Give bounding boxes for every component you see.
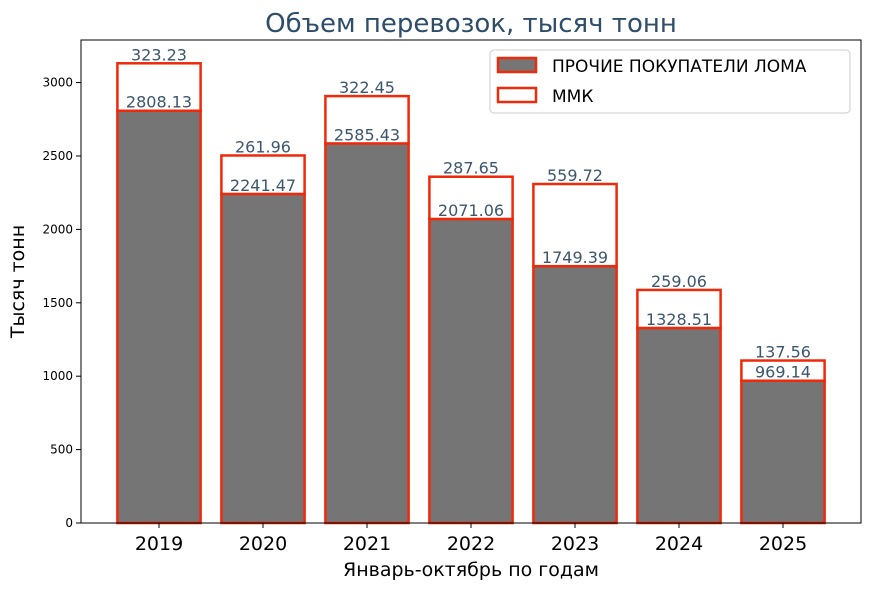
x-tick-label-2020: 2020 (239, 533, 287, 555)
bar-mmk-2023 (532, 182, 618, 268)
bar-mmk-2025 (740, 359, 826, 382)
legend: ПРОЧИЕ ПОКУПАТЕЛИ ЛОМА ММК (489, 49, 851, 114)
y-tick-label: 1500 (42, 296, 73, 310)
x-axis: 2019 2020 2021 2022 2023 2024 2025 (135, 523, 807, 555)
chart-title: Объем перевозок, тысяч тонн (265, 9, 677, 39)
x-tick-label-2021: 2021 (343, 533, 391, 555)
x-tick-label-2019: 2019 (135, 533, 183, 555)
bar-others-2023 (532, 264, 618, 525)
value-label-mmk-2023: 559.72 (547, 166, 603, 185)
value-label-others-2023: 1749.39 (542, 248, 608, 267)
x-tick-label-2022: 2022 (447, 533, 495, 555)
y-axis: 0 500 1000 1500 2000 2500 3000 (42, 76, 81, 530)
y-tick-label: 2000 (42, 222, 73, 236)
value-labels-group: 2808.13 323.23 2241.47 261.96 2585.43 322.45 2… (126, 45, 811, 381)
x-tick-label-2024: 2024 (655, 533, 703, 555)
value-label-mmk-2020: 261.96 (235, 137, 291, 156)
y-tick-label: 500 (50, 443, 73, 457)
bar-others-2020 (220, 192, 306, 525)
value-label-others-2025: 969.14 (755, 363, 811, 382)
value-label-mmk-2019: 323.23 (131, 45, 187, 64)
value-label-others-2022: 2071.06 (438, 201, 504, 220)
value-label-mmk-2024: 259.06 (651, 272, 707, 291)
bar-others-2021 (324, 142, 410, 525)
value-label-mmk-2025: 137.56 (755, 343, 811, 362)
bar-mmk-2022 (428, 175, 514, 221)
bar-others-2024 (636, 326, 722, 525)
value-label-mmk-2021: 322.45 (339, 78, 395, 97)
value-label-others-2020: 2241.47 (230, 176, 296, 195)
value-label-others-2024: 1328.51 (646, 310, 712, 329)
bar-mmk-2021 (324, 94, 410, 145)
legend-swatch-0 (496, 56, 538, 74)
bar-mmk-2024 (636, 288, 722, 330)
bar-others-2025 (740, 379, 826, 525)
x-tick-label-2025: 2025 (759, 533, 807, 555)
y-tick-label: 2500 (42, 149, 73, 163)
bars-group (116, 62, 826, 525)
legend-swatch-1 (496, 86, 538, 104)
value-label-mmk-2022: 287.65 (443, 159, 499, 178)
bar-others-2019 (116, 109, 202, 525)
legend-label-1: ММК (552, 87, 593, 107)
value-label-others-2019: 2808.13 (126, 93, 192, 112)
legend-label-0: ПРОЧИЕ ПОКУПАТЕЛИ ЛОМА (552, 57, 807, 77)
y-tick-label: 3000 (42, 76, 73, 90)
bar-mmk-2020 (220, 154, 306, 196)
bar-mmk-2019 (116, 62, 202, 112)
bar-others-2022 (428, 217, 514, 525)
plot-frame (80, 39, 862, 524)
legend-frame (489, 49, 851, 114)
y-tick-label: 1000 (42, 369, 73, 383)
x-tick-label-2023: 2023 (551, 533, 599, 555)
value-label-others-2021: 2585.43 (334, 125, 400, 144)
x-axis-label: Январь-октябрь по годам (343, 559, 599, 581)
y-axis-label: Тысяч тонн (7, 225, 29, 339)
y-tick-label: 0 (65, 516, 73, 530)
